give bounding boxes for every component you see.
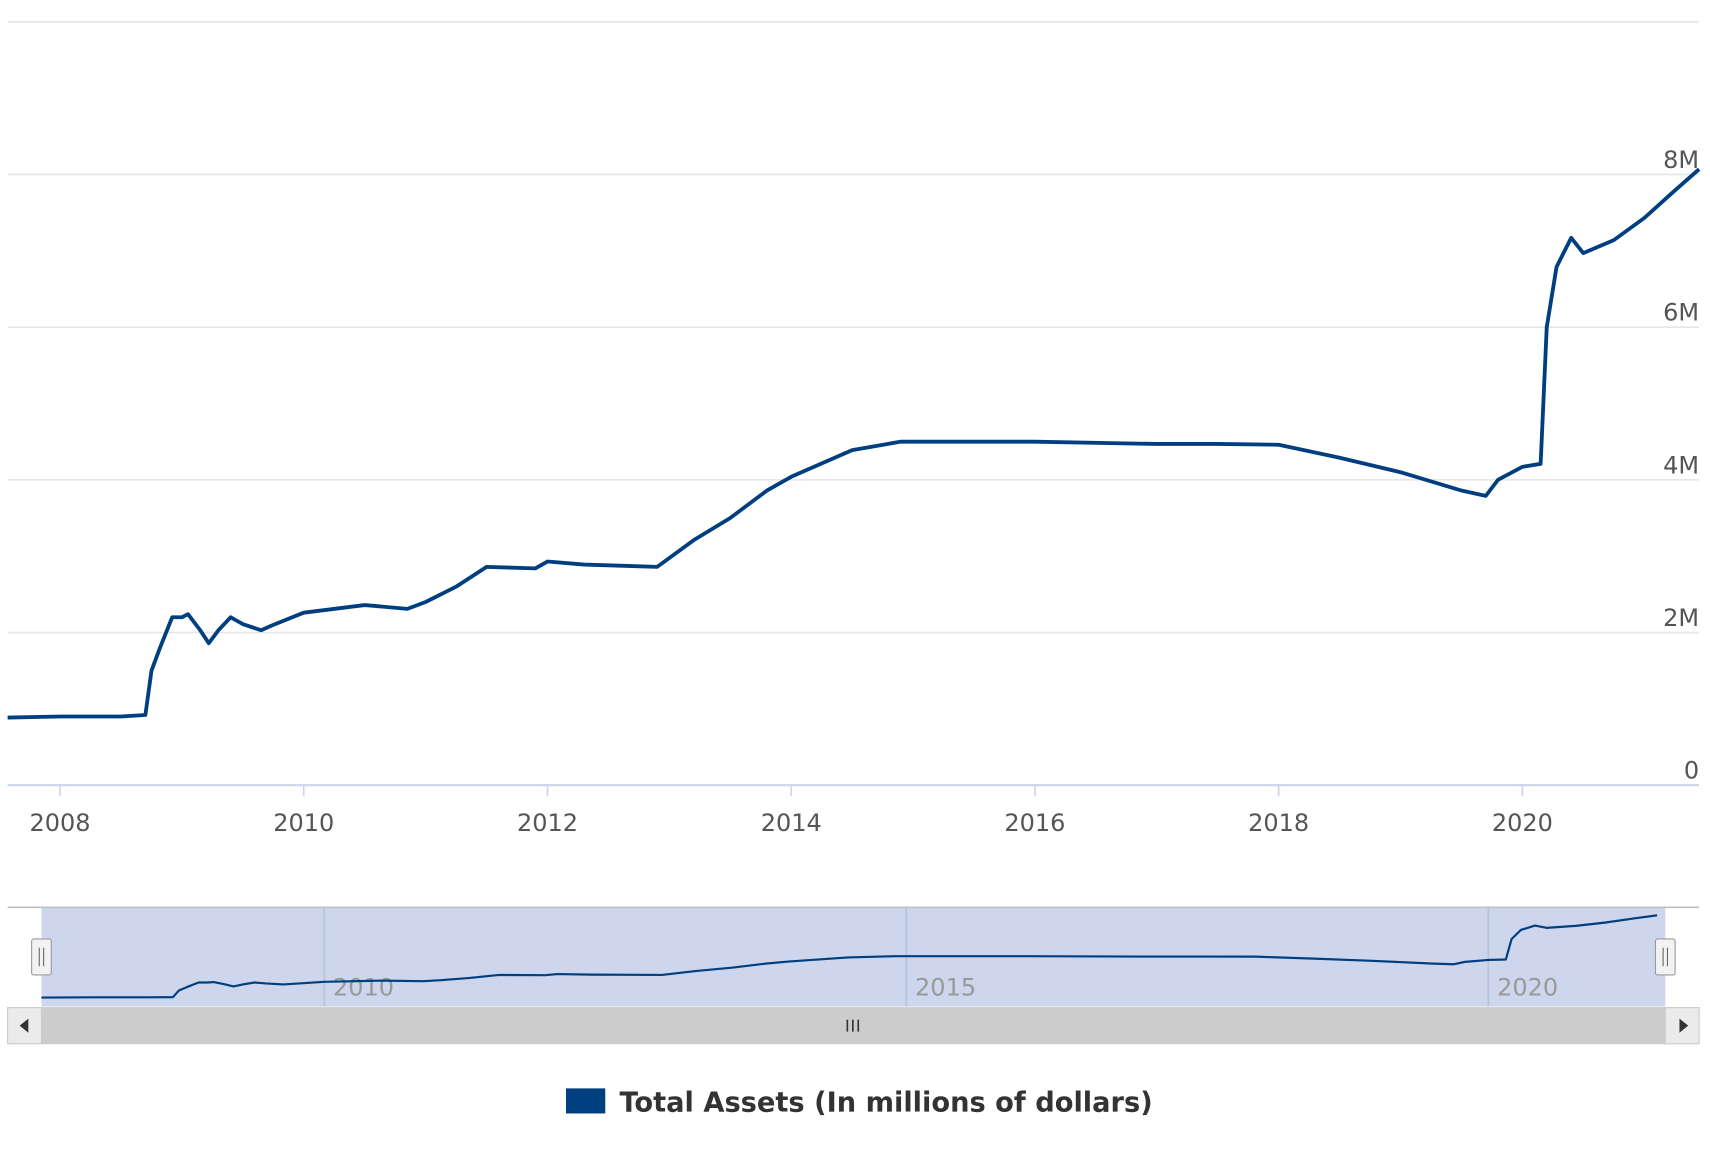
series-line [7,167,1701,720]
legend-label: Total Assets (In millions of dollars) [619,1087,1152,1118]
y-tick-label: 4M [1663,451,1699,479]
x-tick-label: 2010 [273,809,334,837]
navigator-tick-label: 2010 [333,974,394,1002]
navigator-tick-label: 2015 [915,974,976,1002]
x-tick-label: 2020 [1492,809,1553,837]
legend-swatch [566,1088,606,1114]
x-tick-label: 2018 [1248,809,1309,837]
y-tick-label: 0 [1684,757,1699,785]
y-tick-label: 6M [1663,299,1699,327]
navigator-handle-right[interactable] [1654,938,1676,976]
x-tick-label: 2016 [1004,809,1065,837]
x-tick-label: 2014 [761,809,822,837]
arrow-left [19,1018,29,1033]
x-tick-label: 2012 [517,809,578,837]
y-tick-label: 2M [1663,604,1699,632]
navigator-line [41,914,1658,999]
scrollbar-grip [846,1019,860,1032]
x-tick-label: 2008 [30,809,91,837]
navigator-tick-label: 2020 [1497,974,1558,1002]
y-tick-label: 8M [1663,146,1699,174]
legend: Total Assets (In millions of dollars) [566,1087,1153,1118]
arrow-right [1679,1018,1689,1033]
navigator-handle-left[interactable] [31,938,52,976]
